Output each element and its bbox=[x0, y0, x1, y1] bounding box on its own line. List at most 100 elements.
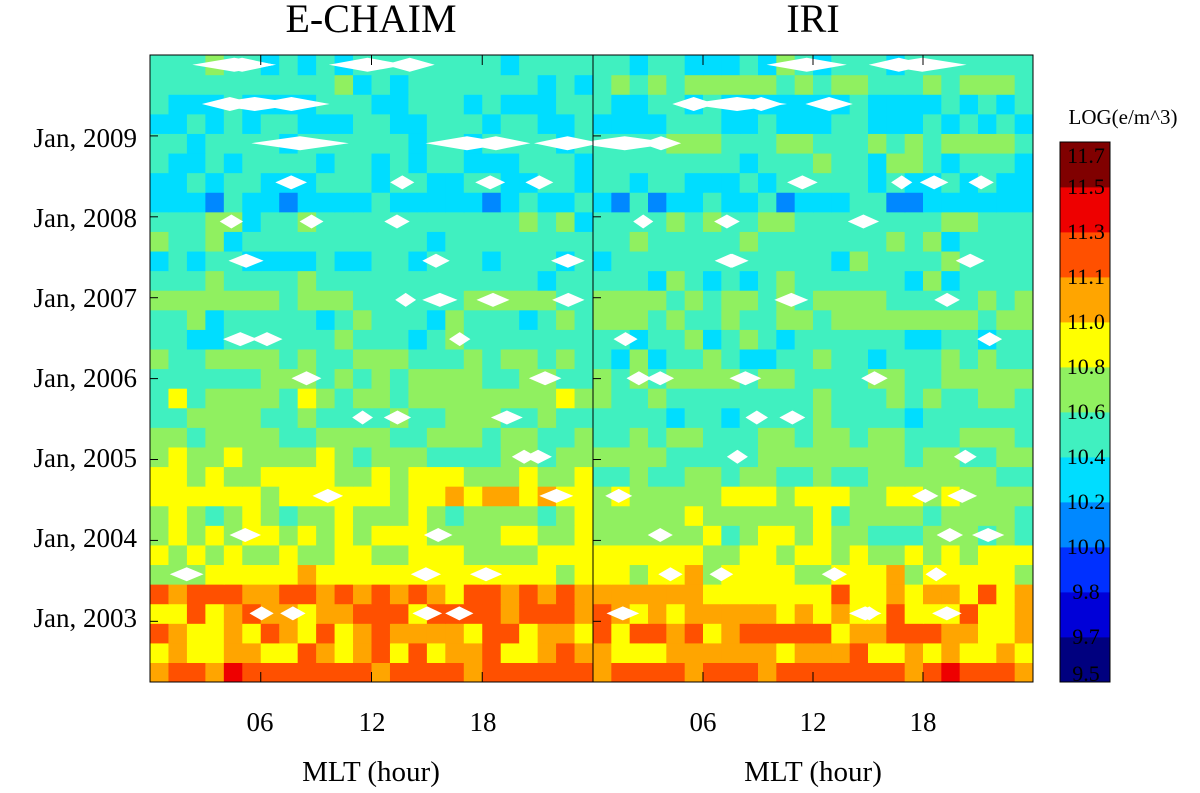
heatmap-cell bbox=[776, 603, 796, 624]
heatmap-cell bbox=[849, 427, 869, 448]
heatmap-cell bbox=[739, 525, 759, 546]
heatmap-cell bbox=[316, 505, 336, 526]
heatmap-cell bbox=[334, 231, 354, 252]
heatmap-cell bbox=[886, 290, 906, 311]
heatmap-cell bbox=[959, 74, 979, 95]
heatmap-cell bbox=[279, 113, 299, 134]
heatmap-cell bbox=[923, 505, 942, 526]
heatmap-cell bbox=[168, 290, 188, 311]
heatmap-cell bbox=[794, 525, 814, 546]
heatmap-cell bbox=[279, 290, 299, 311]
heatmap-cell bbox=[334, 329, 354, 350]
heatmap-cell bbox=[611, 623, 631, 644]
heatmap-cell bbox=[297, 231, 317, 252]
heatmap-cell bbox=[648, 584, 667, 605]
heatmap-cell bbox=[794, 133, 814, 154]
colorbar-level-label: 10.4 bbox=[1067, 444, 1106, 469]
heatmap-cell bbox=[334, 623, 354, 644]
heatmap-cell bbox=[739, 211, 759, 232]
heatmap-cell bbox=[666, 74, 686, 95]
heatmap-cell bbox=[996, 427, 1016, 448]
heatmap-cell bbox=[445, 564, 465, 585]
heatmap-cell bbox=[739, 446, 759, 468]
heatmap-cell bbox=[316, 525, 336, 546]
heatmap-cell bbox=[978, 152, 997, 174]
heatmap-cell bbox=[186, 662, 206, 682]
heatmap-cell bbox=[371, 250, 391, 272]
data-gap bbox=[766, 57, 847, 72]
data-gap bbox=[228, 253, 264, 268]
heatmap-cell bbox=[776, 368, 796, 389]
heatmap-cell bbox=[868, 466, 887, 487]
heatmap-cell bbox=[168, 427, 188, 448]
heatmap-cell bbox=[849, 270, 869, 291]
heatmap-cell bbox=[186, 74, 206, 95]
heatmap-cell bbox=[334, 388, 354, 409]
heatmap-cell bbox=[776, 642, 796, 663]
heatmap-cell bbox=[150, 623, 170, 644]
heatmap-cell bbox=[260, 427, 280, 448]
heatmap-cell bbox=[168, 662, 188, 682]
heatmap-cell bbox=[831, 388, 851, 409]
heatmap-cell bbox=[996, 231, 1016, 252]
data-gap bbox=[219, 214, 244, 229]
heatmap-cell bbox=[739, 603, 759, 624]
heatmap-cell bbox=[996, 407, 1016, 428]
data-gap bbox=[384, 214, 410, 229]
heatmap-cell bbox=[260, 505, 280, 526]
heatmap-cell bbox=[519, 250, 539, 272]
heatmap-cell bbox=[904, 466, 924, 487]
heatmap-cell bbox=[629, 172, 649, 193]
heatmap-cell bbox=[593, 662, 612, 682]
heatmap-cell bbox=[408, 662, 428, 682]
heatmap-cell bbox=[739, 290, 759, 311]
heatmap-cell bbox=[316, 192, 336, 213]
heatmap-cell bbox=[556, 270, 576, 291]
heatmap-cell bbox=[849, 446, 869, 468]
heatmap-cell bbox=[519, 584, 539, 605]
heatmap-cell bbox=[371, 564, 391, 585]
heatmap-cell bbox=[537, 388, 557, 409]
heatmap-cell bbox=[666, 466, 686, 487]
heatmap-cell bbox=[611, 231, 631, 252]
panel-title-iri: IRI bbox=[786, 0, 839, 41]
heatmap-cell bbox=[611, 466, 631, 487]
heatmap-cell bbox=[242, 348, 262, 370]
heatmap-cell bbox=[593, 525, 612, 546]
heatmap-cell bbox=[996, 192, 1016, 213]
heatmap-cell bbox=[904, 270, 924, 291]
heatmap-cell bbox=[353, 133, 373, 154]
heatmap-cell bbox=[978, 407, 997, 428]
heatmap-cell bbox=[794, 388, 814, 409]
data-gap bbox=[972, 528, 1005, 542]
heatmap-cell bbox=[205, 250, 225, 272]
heatmap-cell bbox=[886, 309, 906, 330]
heatmap-cell bbox=[959, 152, 979, 174]
colorbar-frame bbox=[1059, 141, 1111, 683]
heatmap-cell bbox=[186, 290, 206, 311]
heatmap-cell bbox=[758, 172, 777, 193]
heatmap-cell bbox=[260, 407, 280, 428]
heatmap-cell bbox=[629, 446, 649, 468]
heatmap-cell bbox=[629, 74, 649, 95]
heatmap-cell bbox=[500, 427, 520, 448]
heatmap-cell bbox=[353, 564, 373, 585]
heatmap-cell bbox=[519, 290, 539, 311]
heatmap-cell bbox=[371, 309, 391, 330]
heatmap-cell bbox=[813, 407, 832, 428]
heatmap-cell bbox=[556, 388, 576, 409]
heatmap-cell bbox=[334, 74, 354, 95]
heatmap-cell bbox=[260, 250, 280, 272]
heatmap-cell bbox=[242, 192, 262, 213]
heatmap-cell bbox=[923, 94, 942, 115]
heatmap-cell bbox=[389, 603, 410, 624]
heatmap-cell bbox=[923, 133, 942, 154]
heatmap-cell bbox=[684, 74, 704, 95]
heatmap-cell bbox=[463, 642, 483, 663]
heatmap-cell bbox=[537, 623, 557, 644]
heatmap-cell bbox=[1014, 486, 1033, 507]
heatmap-cell bbox=[316, 211, 336, 232]
heatmap-cell bbox=[500, 564, 520, 585]
data-gap bbox=[422, 253, 450, 268]
colorbar-swatch bbox=[1060, 592, 1110, 638]
